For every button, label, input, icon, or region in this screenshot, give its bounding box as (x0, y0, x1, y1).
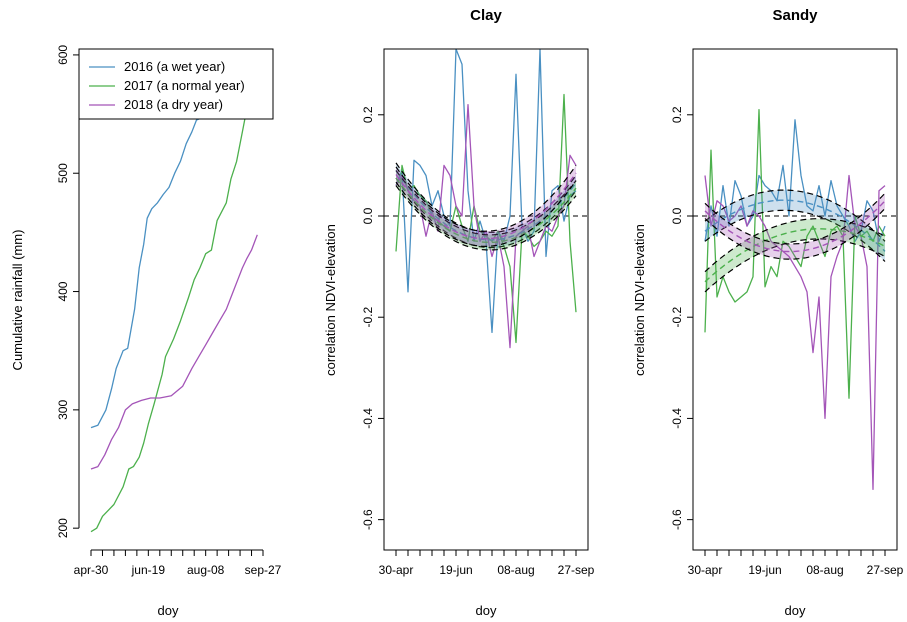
x-tick-label: 19-jun (748, 563, 781, 577)
panel-clay: Clay doy correlation NDVI-elevation 0.2 0… (323, 7, 595, 618)
fit-line (704, 228, 886, 283)
y-tick-label: -0.2 (670, 307, 684, 328)
plot-frame (383, 48, 589, 551)
series-line (395, 93, 577, 344)
band-upper-line (395, 170, 577, 236)
legend-box (78, 48, 274, 120)
legend-entry: 2017 (a normal year) (124, 78, 245, 93)
x-tick-label: 30-apr (379, 563, 414, 577)
band-lower-line (395, 180, 577, 248)
plot-area (90, 54, 258, 533)
x-tick-label: 19-jun (439, 563, 472, 577)
confidence-band (705, 190, 885, 262)
x-tick-label: apr-30 (74, 563, 109, 577)
fit-line (395, 177, 577, 244)
x-axis-label: doy (476, 603, 497, 618)
x-tick-label: 27-sep (558, 563, 595, 577)
y-tick-label: 600 (56, 45, 70, 65)
series-line (90, 113, 252, 533)
panel-title: Sandy (772, 7, 818, 24)
legend-entry: 2016 (a wet year) (124, 59, 225, 74)
y-axis-label: Cumulative rainfall (mm) (10, 230, 25, 371)
x-axis-label: doy (785, 603, 806, 618)
panel-sandy: Sandy doy correlation NDVI-elevation 0.2… (632, 7, 904, 618)
series-line (90, 54, 222, 429)
x-tick-label: 08-aug (497, 563, 534, 577)
plot-area (693, 109, 897, 490)
fit-line (704, 200, 886, 253)
legend-entry: 2018 (a dry year) (124, 97, 223, 112)
x-tick-label: aug-08 (187, 563, 225, 577)
x-tick-label: 27-sep (867, 563, 904, 577)
y-tick-label: -0.4 (670, 408, 684, 429)
confidence-band (396, 165, 576, 247)
band-upper-line (704, 218, 886, 273)
series-line (395, 49, 577, 334)
x-tick-label: 30-apr (688, 563, 723, 577)
band-lower-line (704, 209, 886, 262)
y-tick-label: 300 (56, 400, 70, 420)
y-tick-label: 500 (56, 163, 70, 183)
x-tick-label: 08-aug (806, 563, 843, 577)
fit-line (395, 172, 577, 240)
panel-title: Clay (470, 7, 502, 24)
x-axis-label: doy (158, 603, 179, 618)
band-upper-line (704, 189, 886, 242)
y-axis-label: correlation NDVI-elevation (632, 224, 647, 376)
x-tick-label: jun-19 (131, 563, 166, 577)
confidence-band (705, 218, 885, 292)
band-lower-line (704, 207, 886, 260)
band-upper-line (704, 192, 886, 245)
y-tick-label: 0.0 (670, 207, 684, 224)
y-axis-label: correlation NDVI-elevation (323, 224, 338, 376)
y-tick-label: 200 (56, 518, 70, 538)
y-tick-label: -0.2 (361, 307, 375, 328)
band-lower-line (395, 185, 577, 251)
y-tick-label: -0.6 (670, 509, 684, 530)
legend: 2016 (a wet year) 2017 (a normal year) 2… (78, 48, 274, 120)
y-tick-label: -0.4 (361, 408, 375, 429)
y-tick-label: 0.0 (361, 207, 375, 224)
series-line (704, 119, 886, 242)
y-tick-label: 0.2 (670, 106, 684, 123)
fit-line (395, 170, 577, 241)
y-tick-label: -0.6 (361, 509, 375, 530)
panel-rainfall: doy Cumulative rainfall (mm) 200 300 400 50… (10, 45, 282, 618)
fit-line (704, 199, 886, 252)
plot-area (384, 49, 588, 349)
series-line (90, 234, 258, 470)
band-lower-line (704, 238, 886, 293)
y-tick-label: 400 (56, 281, 70, 301)
y-tick-label: 0.2 (361, 106, 375, 123)
x-tick-label: sep-27 (245, 563, 282, 577)
band-upper-line (395, 165, 577, 232)
band-lower-line (395, 177, 577, 249)
